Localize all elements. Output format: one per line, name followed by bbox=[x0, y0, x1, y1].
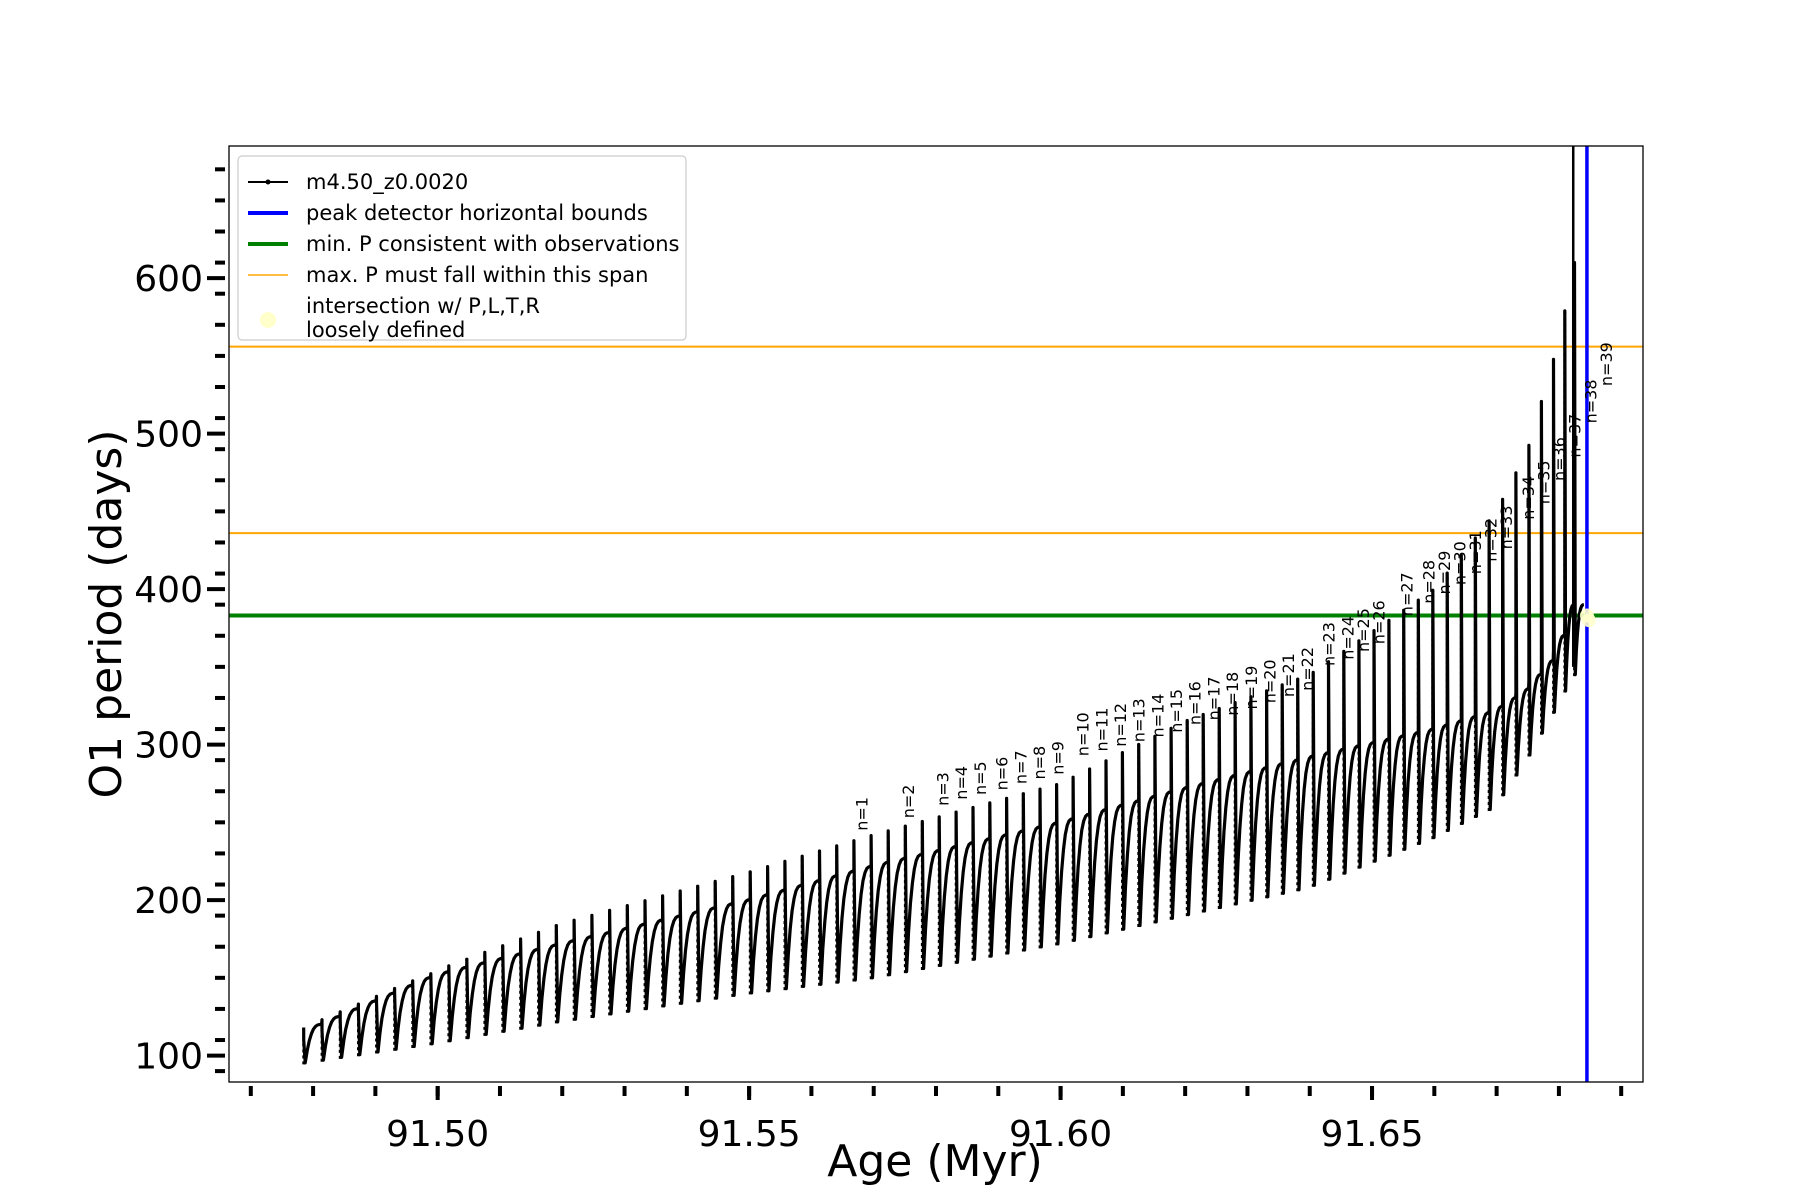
pulse-annotation: n=24 bbox=[1338, 616, 1357, 660]
y-axis-label: O1 period (days) bbox=[81, 430, 132, 799]
pulse-annotation: n=4 bbox=[952, 766, 971, 800]
legend-label: peak detector horizontal bounds bbox=[306, 201, 648, 225]
legend-label: intersection w/ P,L,T,R bbox=[306, 294, 540, 318]
x-tick-label: 91.60 bbox=[1009, 1114, 1112, 1155]
pulse-annotation: n=28 bbox=[1419, 560, 1438, 604]
overlay-lines bbox=[1571, 146, 1596, 1082]
pulse-annotation: n=8 bbox=[1030, 746, 1049, 780]
x-tick-label: 91.55 bbox=[698, 1114, 801, 1155]
pulse-annotation: n=3 bbox=[934, 772, 953, 806]
series-m4.50-z0.0020-line bbox=[302, 261, 1585, 1065]
x-tick-label: 91.50 bbox=[386, 1114, 489, 1155]
pulse-annotation: n=15 bbox=[1167, 689, 1186, 733]
reference-lines bbox=[229, 345, 1643, 618]
pulse-annotation: n=17 bbox=[1204, 676, 1223, 720]
pulse-annotation: n=16 bbox=[1186, 681, 1205, 725]
pulse-annotation: n=23 bbox=[1320, 622, 1339, 666]
pulse-annotation: n=10 bbox=[1074, 712, 1093, 756]
pulse-annotation: n=35 bbox=[1535, 460, 1554, 504]
intersection-point bbox=[1581, 613, 1596, 628]
y-tick-label: 600 bbox=[134, 259, 203, 300]
plot-frame bbox=[228, 145, 1644, 1083]
pulse-annotation: n=7 bbox=[1011, 750, 1030, 784]
pulse-annotation: n=2 bbox=[899, 785, 918, 819]
series-m4.50-z0.0020-markers bbox=[302, 265, 1576, 1065]
y-tick-label: 100 bbox=[134, 1037, 203, 1078]
legend-label: loosely defined bbox=[306, 318, 465, 342]
pulse-annotation: n=21 bbox=[1279, 653, 1298, 697]
y-tick-label: 400 bbox=[134, 570, 203, 611]
y-axis: 100 200 300 400 500 600 bbox=[134, 167, 225, 1078]
x-tick-label: 91.65 bbox=[1321, 1114, 1424, 1155]
pulse-annotation: n=9 bbox=[1049, 741, 1068, 775]
pulse-annotation: n=20 bbox=[1261, 659, 1280, 703]
pulse-annotation: n=12 bbox=[1111, 703, 1130, 747]
pulse-annotation: n=6 bbox=[993, 757, 1012, 791]
pulse-annotation: n=36 bbox=[1550, 437, 1569, 481]
pulse-annotation: n=19 bbox=[1242, 666, 1261, 710]
pulse-annotation: n=33 bbox=[1497, 505, 1516, 549]
y-tick-label: 300 bbox=[134, 726, 203, 767]
pulse-annotation: n=32 bbox=[1482, 518, 1501, 562]
pulse-annotation: n=29 bbox=[1435, 551, 1454, 595]
pulse-annotation: n=14 bbox=[1148, 694, 1167, 738]
pulse-annotation: n=11 bbox=[1092, 708, 1111, 752]
legend-label: min. P consistent with observations bbox=[306, 232, 679, 256]
legend-handle-marker bbox=[265, 179, 271, 185]
x-axis-label: Age (Myr) bbox=[827, 1136, 1043, 1187]
x-axis: 91.50 91.55 91.60 91.65 bbox=[248, 1086, 1624, 1155]
plot-area: n=1 n=2 n=3 n=4 n=5 n=6 n=7 n=8 n=9n=10 n=11 n=12 n… bbox=[228, 145, 1644, 1083]
pulse-annotation: n=31 bbox=[1466, 530, 1485, 574]
pulse-annotation: n=27 bbox=[1398, 572, 1417, 616]
pulse-annotation: n=18 bbox=[1223, 672, 1242, 716]
pulse-annotation: n=22 bbox=[1298, 647, 1317, 691]
pulse-annotation: n=30 bbox=[1451, 541, 1470, 585]
pulse-annotation: n=1 bbox=[853, 797, 872, 831]
pulse-annotation: n=39 bbox=[1597, 342, 1616, 386]
legend-label: m4.50_z0.0020 bbox=[306, 170, 468, 195]
legend-handle bbox=[260, 312, 276, 328]
pulse-annotation: n=34 bbox=[1519, 476, 1538, 520]
pulse-annotation: n=38 bbox=[1581, 379, 1600, 423]
pulse-annotation: n=13 bbox=[1130, 698, 1149, 742]
legend-box bbox=[237, 155, 687, 341]
pulse-annotation: n=5 bbox=[971, 761, 990, 795]
pulse-annotation: n=26 bbox=[1370, 600, 1389, 644]
y-tick-label: 200 bbox=[134, 881, 203, 922]
pulse-annotation: n=25 bbox=[1354, 608, 1373, 652]
series-layer bbox=[302, 261, 1585, 1065]
pulse-annotation: n=37 bbox=[1566, 414, 1585, 458]
y-tick-label: 500 bbox=[134, 415, 203, 456]
legend-label: max. P must fall within this span bbox=[306, 263, 648, 287]
pulse-annotations: n=1 n=2 n=3 n=4 n=5 n=6 n=7 n=8 n=9n=10 n=11 n=12 n… bbox=[853, 342, 1616, 831]
